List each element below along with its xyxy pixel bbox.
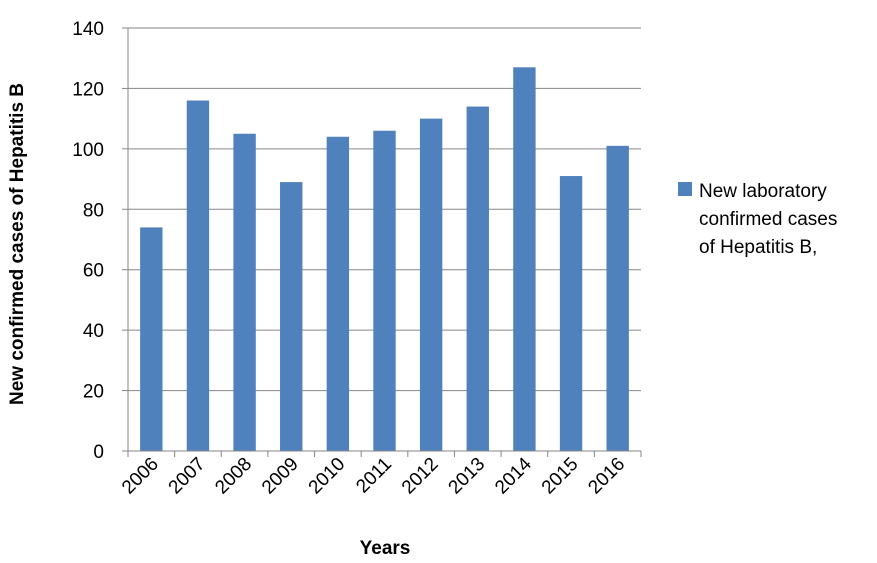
x-tick-label: 2016 [584,454,629,499]
x-tick-label: 2013 [445,454,490,499]
legend-line-3: of Hepatitis B, [699,237,817,258]
x-axis-title: Years [360,538,411,559]
x-tick-label: 2009 [258,454,303,499]
bar-2014 [513,67,536,452]
y-tick-label: 0 [93,442,104,463]
bar-2009 [280,182,303,452]
y-tick-label: 20 [83,382,104,403]
bar-2007 [186,100,210,451]
y-tick-label: 120 [72,79,104,100]
x-tick-label: 2014 [491,453,536,498]
bar-2011 [373,130,396,451]
x-tick-label: 2008 [211,454,256,499]
x-tick-label: 2006 [118,454,163,499]
y-tick-label: 40 [83,321,104,342]
bar-2010 [326,136,350,451]
y-axis-title: New confirmed cases of Hepatitis B [7,83,28,405]
bar-2015 [559,176,583,452]
y-tick-label: 140 [72,19,104,40]
bar-2006 [140,227,163,451]
legend-line-1: New laboratory [699,181,827,202]
bars [140,67,629,452]
legend-line-2: confirmed cases [699,209,837,230]
x-tick-label: 2012 [398,454,443,499]
bar-2008 [233,133,256,451]
x-tick-labels: 2006 2007 2008 2009 2010 2011 2012 2013 2014 2015… [118,453,629,498]
x-tick-label: 2011 [352,454,396,498]
y-tick-labels: 0 20 40 60 80 100 120 140 [72,19,104,463]
axes [122,27,642,457]
y-tick-label: 80 [83,200,104,221]
y-tick-label: 60 [83,261,104,282]
legend: New laboratory confirmed cases of Hepati… [678,181,843,258]
x-tick-label: 2007 [165,454,210,499]
legend-swatch [678,182,692,196]
bar-2013 [466,106,489,452]
bar-2012 [419,118,443,452]
legend-label: New laboratory confirmed cases of Hepati… [699,181,843,258]
y-tick-label: 100 [72,140,104,161]
x-tick-label: 2010 [305,454,350,499]
bar-2016 [606,145,629,452]
x-tick-label: 2015 [538,454,583,499]
